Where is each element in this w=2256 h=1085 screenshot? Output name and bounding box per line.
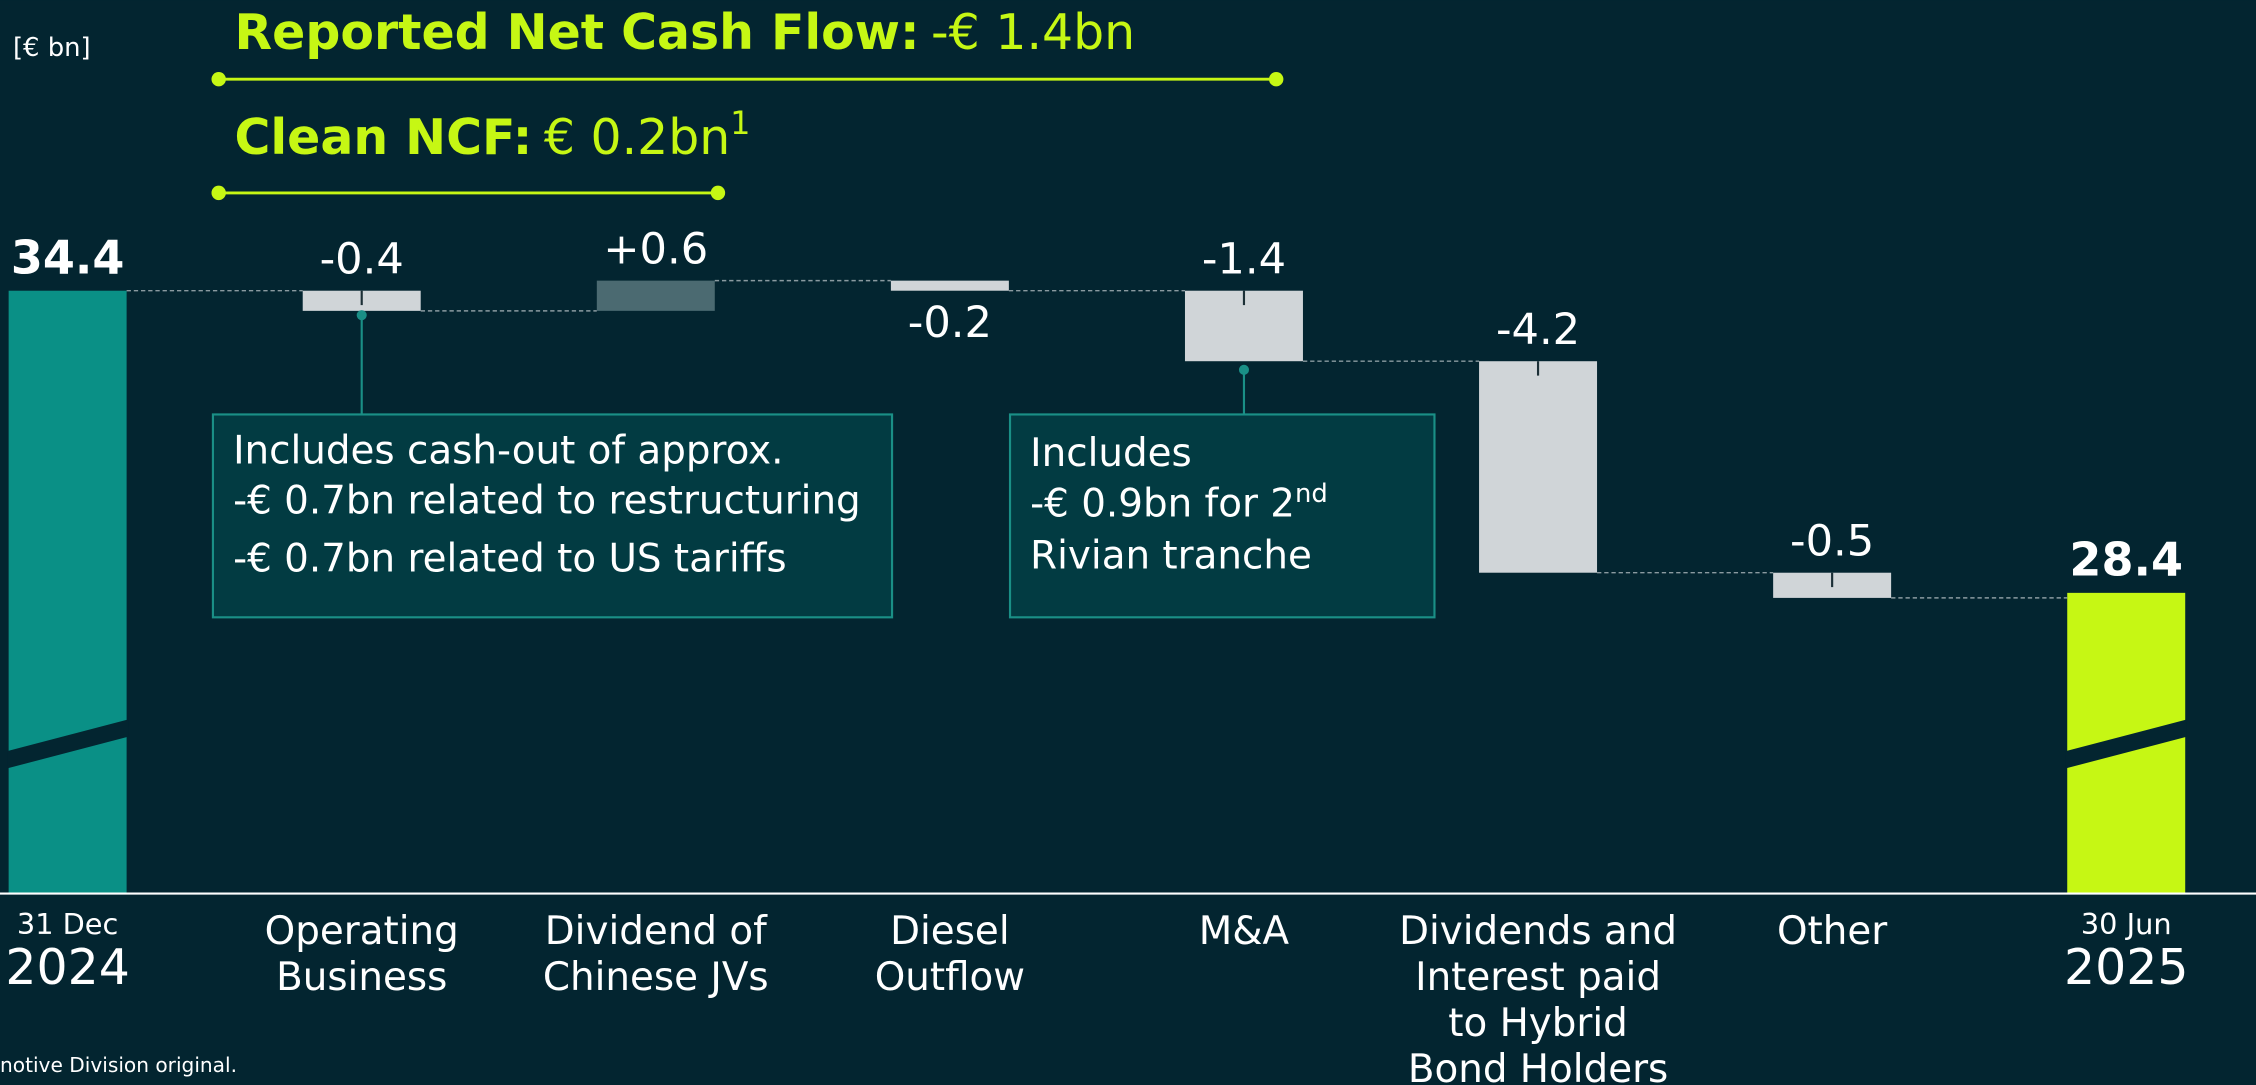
- category-label: to Hybrid: [1448, 1001, 1628, 1046]
- bracket-dot: [710, 185, 726, 201]
- footnote-mark: 1: [730, 106, 750, 142]
- bracket-dot: [211, 185, 226, 201]
- callout-dot: [356, 310, 367, 321]
- unit-label: [€ bn]: [13, 33, 91, 63]
- decrease-bar: [890, 280, 1009, 291]
- axis-break: [2065, 719, 2187, 769]
- annotation-sup: nd: [1295, 479, 1328, 509]
- annotation-line: -€ 0.9bn for 2nd: [1030, 479, 1328, 526]
- category-label: 2024: [5, 939, 129, 996]
- category-label: Dividends and: [1399, 909, 1677, 954]
- footer: notive Division original.: [0, 1053, 237, 1077]
- category-label: 2025: [2064, 939, 2188, 996]
- value-label: -0.2: [908, 298, 992, 348]
- annotation-text: -€ 0.7bn related to restructuring: [233, 479, 861, 524]
- category-label: 30 Jun: [2081, 907, 2172, 941]
- reported-ncf-value: -€ 1.4bn: [931, 4, 1135, 61]
- category-label: Dividend of: [545, 909, 768, 954]
- annotation-line: -€ 0.7bn related to restructuring: [233, 479, 861, 524]
- value-label: 34.4: [11, 230, 125, 284]
- clean-ncf-value: € 0.2bn: [544, 109, 730, 166]
- value-label: -1.4: [1202, 234, 1286, 284]
- category-label: Bond Holders: [1408, 1047, 1668, 1085]
- value-label: -0.5: [1790, 516, 1874, 566]
- bracket-dot: [1269, 72, 1284, 87]
- decrease-bar: [1479, 361, 1598, 573]
- reported-ncf: Reported Net Cash Flow: -€ 1.4bn: [235, 4, 1136, 61]
- reported-ncf-label: Reported Net Cash Flow:: [235, 4, 920, 61]
- annotation-text: Includes cash-out of approx.: [233, 428, 783, 473]
- value-label: -4.2: [1496, 305, 1580, 355]
- category-label: Outflow: [875, 955, 1025, 1000]
- category-label: M&A: [1199, 909, 1290, 954]
- annotation-line: Rivian tranche: [1030, 533, 1312, 578]
- annotation-box: [1008, 413, 1436, 619]
- value-label: 28.4: [2069, 533, 2183, 587]
- annotation-text: Rivian tranche: [1030, 533, 1312, 578]
- total-bar: [8, 290, 127, 894]
- category-label: Diesel: [890, 909, 1009, 954]
- bracket-dot: [211, 72, 226, 87]
- category-label: Interest paid: [1415, 955, 1661, 1000]
- increase-bar: [596, 280, 715, 311]
- annotation-text: -€ 0.7bn related to US tariffs: [233, 536, 787, 581]
- value-label: -0.4: [320, 234, 404, 284]
- clean-ncf-label: Clean NCF:: [235, 109, 533, 166]
- annotation-text: Includes: [1030, 431, 1192, 476]
- annotation-text: -€ 0.9bn for 2: [1030, 482, 1295, 527]
- clean-ncf: Clean NCF: € 0.2bn1: [235, 106, 751, 166]
- callout-dot: [1238, 364, 1250, 375]
- category-label: Chinese JVs: [543, 955, 769, 1000]
- value-label: +0.6: [603, 224, 708, 274]
- category-label: 31 Dec: [17, 907, 118, 941]
- category-label: Business: [276, 955, 447, 1000]
- category-label: Other: [1777, 909, 1887, 954]
- annotation-box: [211, 413, 894, 619]
- annotation-line: -€ 0.7bn related to US tariffs: [233, 536, 787, 581]
- axis-break: [7, 719, 129, 769]
- annotation-line: Includes: [1030, 431, 1192, 476]
- annotation-line: Includes cash-out of approx.: [233, 428, 783, 473]
- category-label: Operating: [265, 909, 459, 954]
